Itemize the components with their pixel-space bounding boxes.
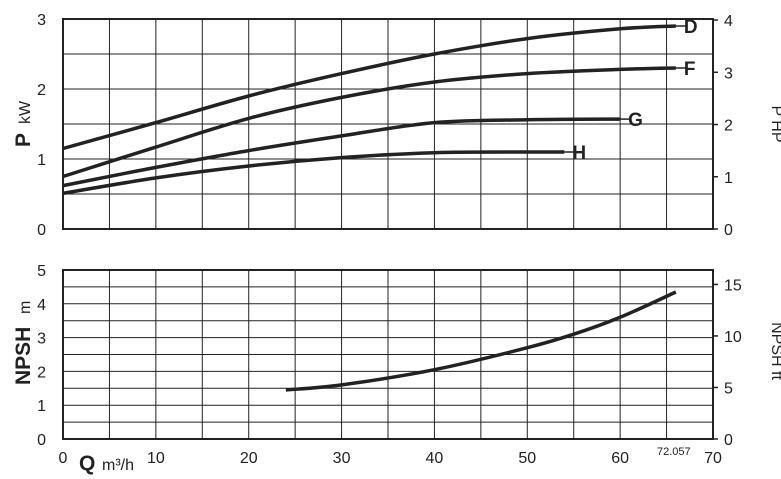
power-axis-unit: kW	[17, 100, 34, 124]
npsh-axis-letter: NPSH	[12, 327, 35, 385]
npsh-m-tick-label: 1	[37, 398, 46, 415]
power-grid	[63, 19, 713, 229]
power-kw-tick-label: 3	[37, 12, 46, 29]
npsh-ft-tick-label: 10	[724, 329, 742, 346]
npsh-m-tick-label: 2	[37, 364, 46, 381]
flow-tick-label: 70	[704, 450, 722, 467]
curve-label-g: G	[628, 110, 643, 131]
npsh-ft-tick-label: 5	[724, 380, 733, 397]
flow-axis-letter: Q	[79, 452, 95, 475]
npsh-curves	[285, 290, 677, 392]
flow-tick-label: 50	[518, 450, 536, 467]
power-hp-ticks: 0 1 2 3 4	[713, 13, 733, 239]
npsh-grid	[63, 270, 713, 439]
curve-labels: DF G H	[564, 17, 698, 164]
npsh-m-tick-label: 5	[37, 263, 46, 280]
npsh-ft-tick-label: 0	[724, 432, 733, 449]
npsh-m-tick-label: 4	[37, 297, 46, 314]
power-curve-f	[62, 66, 676, 179]
npsh-m-tick-label: 3	[37, 331, 46, 348]
power-hp-tick-label: 2	[724, 118, 733, 135]
power-hp-tick-label: 4	[724, 13, 733, 30]
flow-tick-label: 40	[426, 450, 444, 467]
npsh-ft-tick-label: 15	[724, 277, 742, 294]
flow-tick-label: 20	[240, 450, 258, 467]
npsh-curve	[285, 290, 677, 392]
power-kw-tick-label: 1	[37, 152, 46, 169]
curve-label-f: F	[684, 59, 696, 80]
power-curve-g	[62, 117, 621, 188]
flow-tick-label: 30	[333, 450, 351, 467]
npsh-ft-axis-label: NPSH ft	[768, 322, 781, 380]
power-curve-h	[62, 150, 565, 196]
power-kw-tick-label: 2	[37, 82, 46, 99]
power-hp-tick-label: 0	[724, 222, 733, 239]
flow-tick-label: 60	[611, 450, 629, 467]
npsh-m-ticks: 0 1 2 3 4 5	[37, 263, 46, 449]
figure-code: 72.057	[657, 446, 691, 458]
curve-label-d: D	[684, 17, 698, 38]
power-hp-axis-label: P HP	[768, 105, 781, 142]
flow-tick-label: 10	[147, 450, 165, 467]
npsh-m-tick-label: 0	[37, 432, 46, 449]
curve-label-h: H	[572, 143, 586, 164]
power-curves	[62, 24, 676, 196]
npsh-axis-unit: m	[17, 301, 34, 314]
power-kw-ticks: 0 1 2 3	[37, 12, 46, 239]
power-hp-tick-label: 3	[724, 65, 733, 82]
power-axis-letter: P	[12, 133, 35, 147]
npsh-plot-frame	[62, 269, 714, 440]
flow-axis-unit: m³/h	[102, 457, 134, 474]
power-panel: 0 1 2 3 0 1 2 3 4 DF G H P kW P HP	[12, 12, 781, 239]
power-curve-d	[62, 24, 676, 151]
flow-tick-label: 0	[59, 450, 68, 467]
npsh-panel: 0 1 2 3 4 5 0 5 10 15 0 10 20 30 40 50 60 70 NPSH m NPS…	[12, 263, 781, 475]
power-kw-tick-label: 0	[37, 222, 46, 239]
power-hp-tick-label: 1	[724, 170, 733, 187]
npsh-ft-ticks: 0 5 10 15	[713, 277, 742, 449]
flow-x-ticks: 0 10 20 30 40 50 60 70	[59, 450, 722, 467]
